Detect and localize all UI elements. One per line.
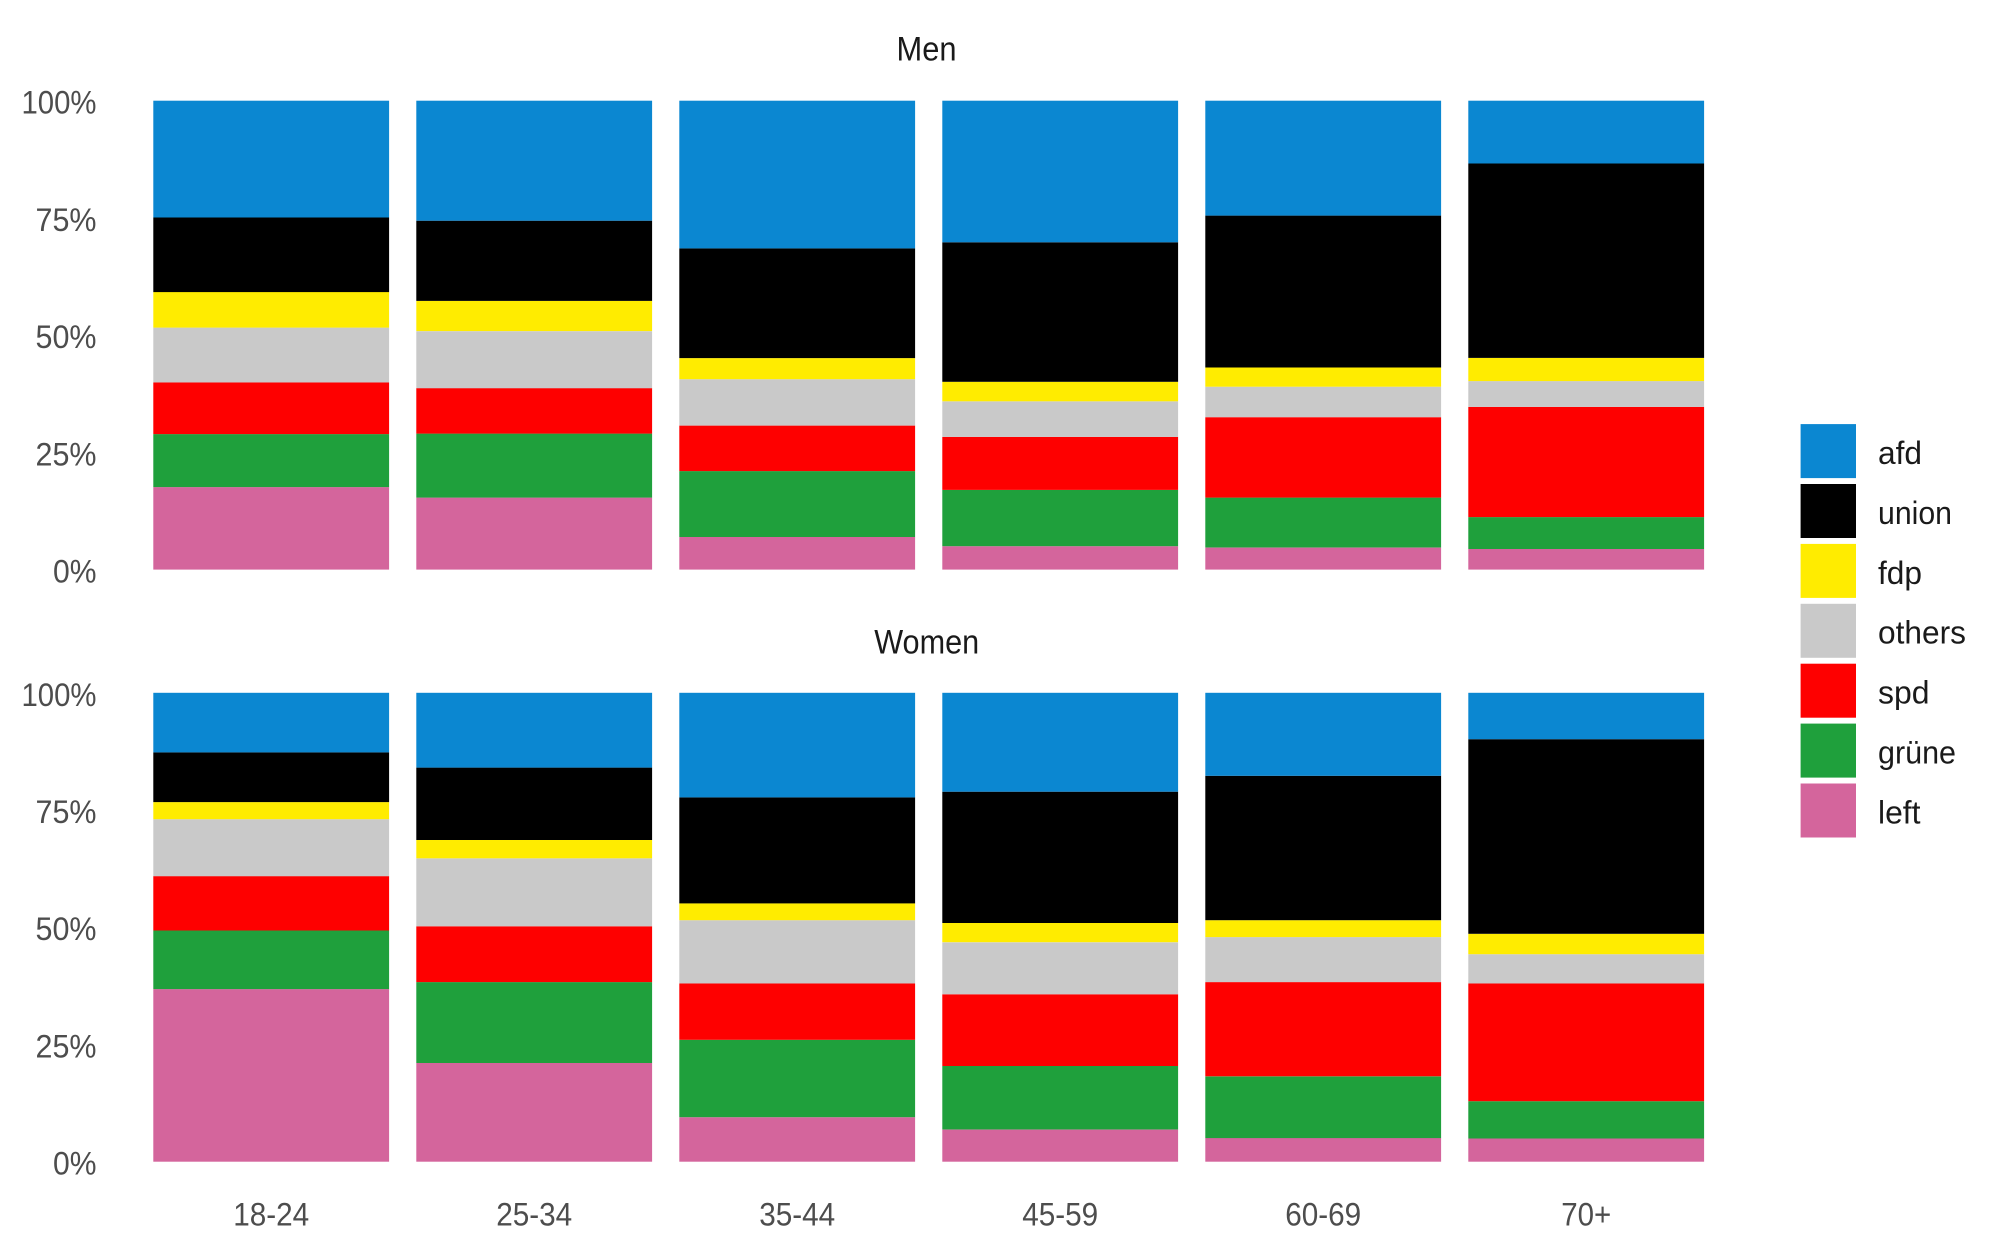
svg-text:25-34: 25-34 [496, 1197, 572, 1233]
svg-text:25%: 25% [36, 436, 97, 472]
svg-text:afd: afd [1878, 435, 1922, 471]
svg-text:left: left [1878, 794, 1921, 830]
svg-text:35-44: 35-44 [759, 1197, 835, 1233]
svg-text:Women: Women [874, 624, 979, 662]
svg-text:0%: 0% [53, 554, 97, 590]
svg-text:25%: 25% [36, 1028, 97, 1064]
svg-text:union: union [1878, 495, 1952, 531]
svg-text:spd: spd [1878, 675, 1930, 711]
svg-text:18-24: 18-24 [233, 1197, 309, 1233]
svg-text:100%: 100% [22, 677, 97, 713]
svg-text:60-69: 60-69 [1285, 1197, 1361, 1233]
svg-text:Men: Men [897, 31, 957, 69]
svg-text:50%: 50% [36, 319, 97, 355]
svg-text:100%: 100% [22, 85, 97, 121]
svg-text:45-59: 45-59 [1022, 1197, 1098, 1233]
svg-text:50%: 50% [36, 911, 97, 947]
svg-text:0%: 0% [53, 1146, 97, 1182]
svg-text:grüne: grüne [1878, 735, 1956, 771]
svg-text:70+: 70+ [1561, 1197, 1611, 1233]
svg-text:others: others [1878, 615, 1966, 651]
svg-text:75%: 75% [36, 794, 97, 830]
svg-text:fdp: fdp [1878, 555, 1922, 591]
svg-text:75%: 75% [36, 202, 97, 238]
